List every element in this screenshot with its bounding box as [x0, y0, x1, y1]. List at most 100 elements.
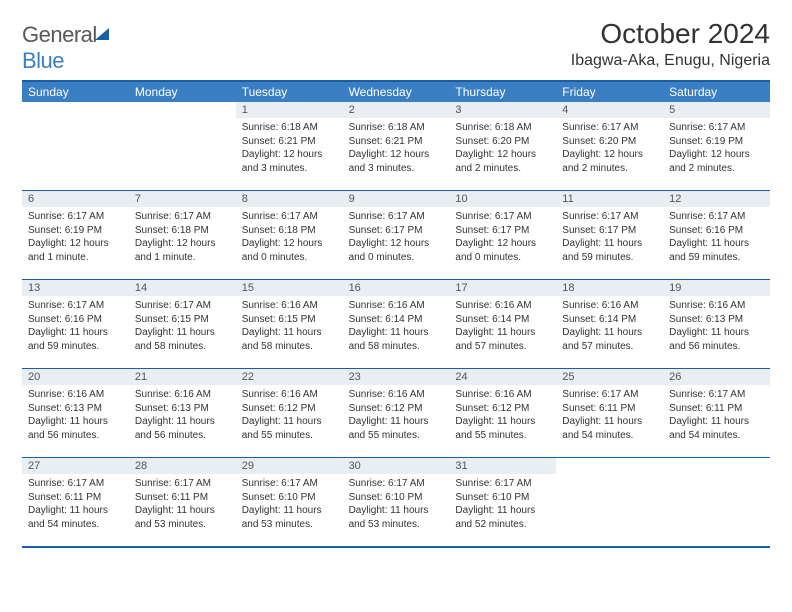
daylight-text: Daylight: 11 hours and 53 minutes.: [135, 504, 230, 531]
day-details: Sunrise: 6:17 AMSunset: 6:19 PMDaylight:…: [22, 207, 129, 268]
daylight-text: Daylight: 11 hours and 57 minutes.: [455, 326, 550, 353]
day-number: 2: [343, 102, 450, 118]
daylight-text: Daylight: 11 hours and 56 minutes.: [669, 326, 764, 353]
daylight-text: Daylight: 11 hours and 56 minutes.: [28, 415, 123, 442]
daylight-text: Daylight: 11 hours and 57 minutes.: [562, 326, 657, 353]
daylight-text: Daylight: 11 hours and 54 minutes.: [669, 415, 764, 442]
sunset-text: Sunset: 6:20 PM: [455, 135, 550, 149]
day-details: Sunrise: 6:17 AMSunset: 6:16 PMDaylight:…: [22, 296, 129, 357]
day-details: Sunrise: 6:17 AMSunset: 6:10 PMDaylight:…: [236, 474, 343, 535]
sunset-text: Sunset: 6:17 PM: [562, 224, 657, 238]
day-details: Sunrise: 6:17 AMSunset: 6:17 PMDaylight:…: [449, 207, 556, 268]
sunrise-text: Sunrise: 6:17 AM: [562, 121, 657, 135]
day-number: 7: [129, 191, 236, 207]
day-number: 10: [449, 191, 556, 207]
calendar-day: 21Sunrise: 6:16 AMSunset: 6:13 PMDayligh…: [129, 369, 236, 457]
day-details: Sunrise: 6:17 AMSunset: 6:19 PMDaylight:…: [663, 118, 770, 179]
sunset-text: Sunset: 6:19 PM: [28, 224, 123, 238]
calendar-day: 14Sunrise: 6:17 AMSunset: 6:15 PMDayligh…: [129, 280, 236, 368]
calendar-day: 31Sunrise: 6:17 AMSunset: 6:10 PMDayligh…: [449, 458, 556, 546]
day-details: Sunrise: 6:17 AMSunset: 6:10 PMDaylight:…: [449, 474, 556, 535]
daylight-text: Daylight: 11 hours and 58 minutes.: [135, 326, 230, 353]
sunset-text: Sunset: 6:12 PM: [455, 402, 550, 416]
sunrise-text: Sunrise: 6:17 AM: [669, 388, 764, 402]
day-number: 26: [663, 369, 770, 385]
sunset-text: Sunset: 6:14 PM: [455, 313, 550, 327]
day-number: 1: [236, 102, 343, 118]
sunset-text: Sunset: 6:21 PM: [242, 135, 337, 149]
day-number: 12: [663, 191, 770, 207]
sunset-text: Sunset: 6:18 PM: [135, 224, 230, 238]
sunrise-text: Sunrise: 6:17 AM: [28, 477, 123, 491]
weekday-header: Thursday: [449, 82, 556, 102]
daylight-text: Daylight: 11 hours and 55 minutes.: [455, 415, 550, 442]
calendar-day: 28Sunrise: 6:17 AMSunset: 6:11 PMDayligh…: [129, 458, 236, 546]
calendar-week: 13Sunrise: 6:17 AMSunset: 6:16 PMDayligh…: [22, 280, 770, 369]
sunset-text: Sunset: 6:15 PM: [135, 313, 230, 327]
day-details: Sunrise: 6:17 AMSunset: 6:11 PMDaylight:…: [663, 385, 770, 446]
daylight-text: Daylight: 12 hours and 2 minutes.: [455, 148, 550, 175]
daylight-text: Daylight: 12 hours and 0 minutes.: [242, 237, 337, 264]
day-details: Sunrise: 6:17 AMSunset: 6:20 PMDaylight:…: [556, 118, 663, 179]
daylight-text: Daylight: 11 hours and 54 minutes.: [562, 415, 657, 442]
sunrise-text: Sunrise: 6:17 AM: [455, 210, 550, 224]
title-block: October 2024 Ibagwa-Aka, Enugu, Nigeria: [571, 18, 770, 70]
day-details: Sunrise: 6:17 AMSunset: 6:11 PMDaylight:…: [22, 474, 129, 535]
sunrise-text: Sunrise: 6:16 AM: [455, 299, 550, 313]
brand-part1: General: [22, 22, 97, 47]
calendar-day: 1Sunrise: 6:18 AMSunset: 6:21 PMDaylight…: [236, 102, 343, 190]
day-details: Sunrise: 6:18 AMSunset: 6:21 PMDaylight:…: [343, 118, 450, 179]
sunrise-text: Sunrise: 6:17 AM: [669, 210, 764, 224]
daylight-text: Daylight: 11 hours and 53 minutes.: [349, 504, 444, 531]
day-number: 19: [663, 280, 770, 296]
sunset-text: Sunset: 6:13 PM: [28, 402, 123, 416]
sunrise-text: Sunrise: 6:16 AM: [455, 388, 550, 402]
day-details: Sunrise: 6:17 AMSunset: 6:17 PMDaylight:…: [556, 207, 663, 268]
calendar-day: 11Sunrise: 6:17 AMSunset: 6:17 PMDayligh…: [556, 191, 663, 279]
sunrise-text: Sunrise: 6:18 AM: [349, 121, 444, 135]
daylight-text: Daylight: 11 hours and 52 minutes.: [455, 504, 550, 531]
sunset-text: Sunset: 6:17 PM: [349, 224, 444, 238]
day-number: 30: [343, 458, 450, 474]
sunset-text: Sunset: 6:10 PM: [455, 491, 550, 505]
day-details: Sunrise: 6:16 AMSunset: 6:13 PMDaylight:…: [22, 385, 129, 446]
calendar-day: [22, 102, 129, 190]
sunrise-text: Sunrise: 6:16 AM: [135, 388, 230, 402]
sunrise-text: Sunrise: 6:18 AM: [242, 121, 337, 135]
daylight-text: Daylight: 11 hours and 59 minutes.: [562, 237, 657, 264]
page-title: October 2024: [571, 18, 770, 50]
daylight-text: Daylight: 12 hours and 1 minute.: [28, 237, 123, 264]
daylight-text: Daylight: 11 hours and 58 minutes.: [349, 326, 444, 353]
weekday-header: Sunday: [22, 82, 129, 102]
calendar-day: [129, 102, 236, 190]
calendar-day: 30Sunrise: 6:17 AMSunset: 6:10 PMDayligh…: [343, 458, 450, 546]
sunset-text: Sunset: 6:17 PM: [455, 224, 550, 238]
calendar-day: 22Sunrise: 6:16 AMSunset: 6:12 PMDayligh…: [236, 369, 343, 457]
day-number: 17: [449, 280, 556, 296]
calendar-day: 16Sunrise: 6:16 AMSunset: 6:14 PMDayligh…: [343, 280, 450, 368]
calendar-day: 25Sunrise: 6:17 AMSunset: 6:11 PMDayligh…: [556, 369, 663, 457]
day-number: 31: [449, 458, 556, 474]
weekday-header: Tuesday: [236, 82, 343, 102]
day-number: 22: [236, 369, 343, 385]
day-details: Sunrise: 6:16 AMSunset: 6:14 PMDaylight:…: [449, 296, 556, 357]
sunset-text: Sunset: 6:15 PM: [242, 313, 337, 327]
day-number: 18: [556, 280, 663, 296]
brand-name: General Blue: [22, 22, 109, 74]
sunset-text: Sunset: 6:16 PM: [28, 313, 123, 327]
sunset-text: Sunset: 6:21 PM: [349, 135, 444, 149]
calendar-week: 1Sunrise: 6:18 AMSunset: 6:21 PMDaylight…: [22, 102, 770, 191]
weekday-header: Wednesday: [343, 82, 450, 102]
logo-triangle-icon: [95, 28, 109, 40]
calendar-day: [556, 458, 663, 546]
calendar-day: 23Sunrise: 6:16 AMSunset: 6:12 PMDayligh…: [343, 369, 450, 457]
sunset-text: Sunset: 6:18 PM: [242, 224, 337, 238]
calendar-day: 10Sunrise: 6:17 AMSunset: 6:17 PMDayligh…: [449, 191, 556, 279]
sunrise-text: Sunrise: 6:16 AM: [28, 388, 123, 402]
calendar-day: 17Sunrise: 6:16 AMSunset: 6:14 PMDayligh…: [449, 280, 556, 368]
daylight-text: Daylight: 11 hours and 55 minutes.: [349, 415, 444, 442]
day-details: Sunrise: 6:17 AMSunset: 6:10 PMDaylight:…: [343, 474, 450, 535]
daylight-text: Daylight: 12 hours and 0 minutes.: [349, 237, 444, 264]
day-number: 9: [343, 191, 450, 207]
sunset-text: Sunset: 6:10 PM: [349, 491, 444, 505]
